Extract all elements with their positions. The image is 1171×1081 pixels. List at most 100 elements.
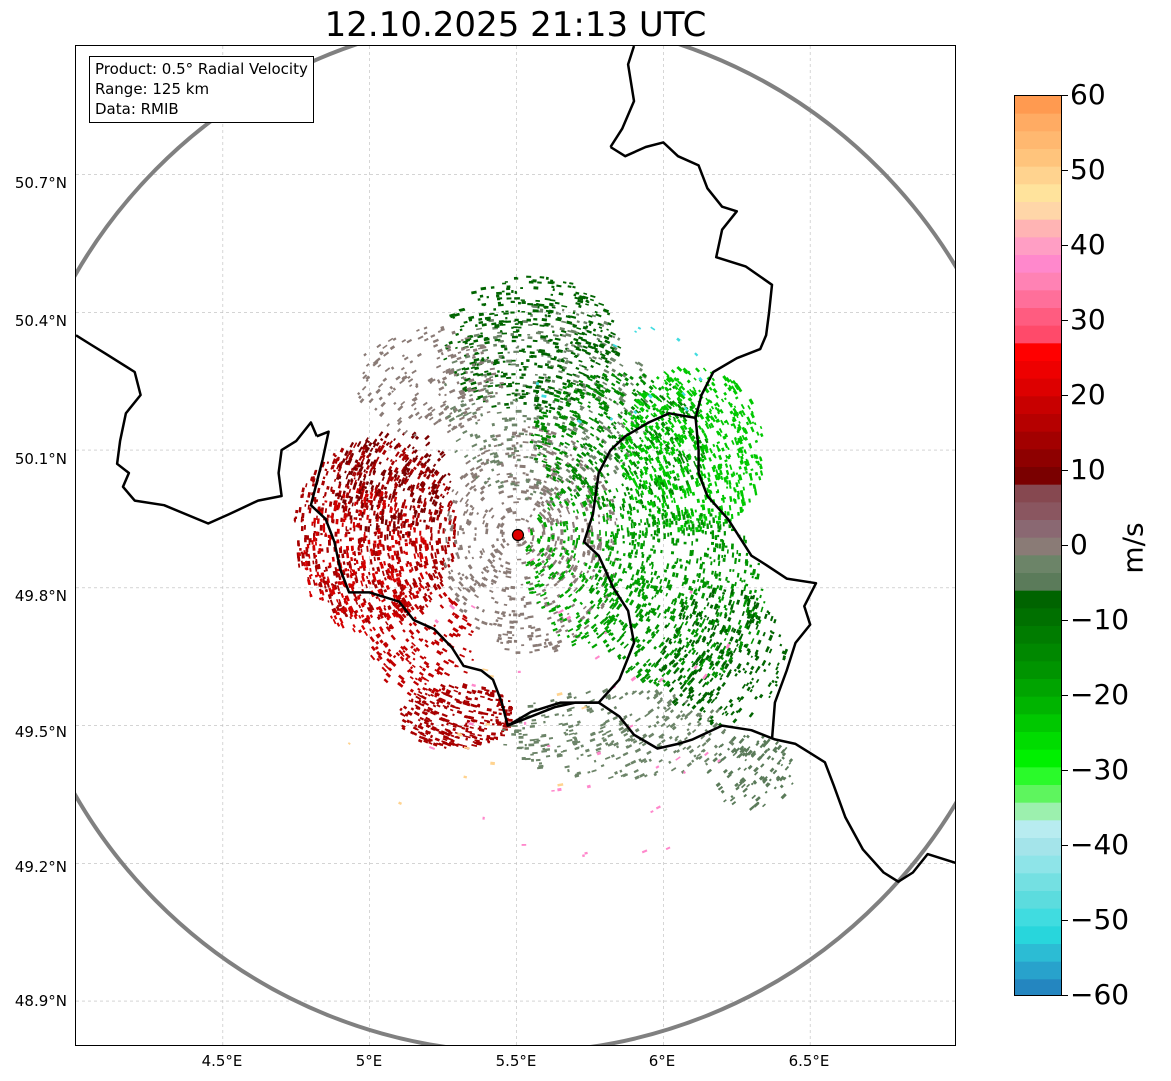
echo-pixel [331, 556, 335, 562]
echo-pixel [432, 572, 437, 579]
echo-pixel [582, 605, 587, 610]
echo-pixel [553, 610, 559, 615]
echo-pixel [546, 422, 551, 427]
echo-pixel [437, 537, 442, 544]
echo-pixel [594, 349, 600, 354]
echo-pixel [374, 543, 377, 548]
echo-pixel [439, 493, 443, 497]
echo-pixel [550, 325, 554, 328]
echo-pixel [321, 480, 326, 486]
echo-pixel [380, 496, 384, 502]
echo-pixel [430, 473, 436, 478]
echo-pixel [511, 433, 517, 436]
echo-pixel [612, 426, 617, 430]
echo-pixel [375, 640, 380, 645]
echo-pixel [352, 466, 356, 470]
echo-pixel [566, 738, 573, 743]
echo-pixel [686, 731, 692, 736]
echo-pixel [406, 443, 412, 449]
echo-pixel [370, 550, 374, 556]
echo-pixel [551, 379, 556, 383]
echo-pixel [358, 604, 362, 609]
echo-pixel [424, 643, 429, 648]
echo-pixel [408, 458, 413, 463]
echo-pixel [352, 551, 355, 556]
echo-pixel [663, 577, 668, 582]
echo-pixel [624, 476, 628, 480]
radar-map[interactable] [75, 45, 956, 1046]
echo-pixel [600, 602, 606, 608]
echo-pixel [413, 449, 418, 454]
echo-pixel [646, 696, 651, 701]
echo-pixel [521, 373, 526, 376]
echo-pixel [422, 500, 427, 507]
echo-pixel [342, 561, 346, 565]
echo-pixel [468, 710, 474, 713]
echo-pixel [665, 524, 668, 527]
echo-pixel [580, 753, 584, 757]
echo-pixel [358, 522, 361, 529]
echo-pixel [518, 333, 522, 337]
echo-pixel [537, 643, 542, 647]
echo-pixel [543, 596, 548, 601]
echo-pixel [390, 460, 396, 466]
echo-pixel [408, 629, 415, 636]
echo-pixel [712, 388, 718, 394]
echo-pixel [410, 707, 415, 711]
echo-pixel [336, 463, 340, 470]
echo-pixel [427, 486, 431, 490]
echo-pixel [564, 765, 570, 769]
echo-pixel [514, 393, 518, 397]
echo-pixel [369, 548, 373, 552]
echo-pixel [397, 478, 402, 484]
echo-pixel [612, 495, 617, 499]
echo-pixel [403, 550, 406, 554]
echo-pixel [522, 733, 528, 736]
echo-pixel [419, 469, 424, 474]
echo-pixel [357, 464, 361, 468]
echo-pixel [447, 563, 451, 568]
echo-pixel [559, 538, 564, 545]
echo-pixel [348, 488, 352, 494]
echo-pixel [299, 547, 302, 551]
echo-pixel [383, 607, 387, 611]
echo-pixel [533, 403, 536, 407]
echo-pixel [568, 713, 573, 717]
echo-pixel [361, 454, 366, 459]
echo-pixel [461, 726, 466, 730]
echo-pixel [315, 564, 319, 570]
echo-pixel [515, 651, 521, 654]
echo-pixel [423, 564, 427, 569]
echo-pixel [463, 699, 467, 703]
echo-pixel [686, 728, 690, 732]
echo-pixel [682, 675, 687, 679]
echo-pixel [399, 707, 403, 712]
echo-pixel [380, 518, 385, 525]
echo-pixel [464, 555, 468, 560]
echo-pixel [588, 416, 595, 422]
echo-pixel [372, 467, 377, 473]
echo-pixel [529, 514, 533, 518]
echo-pixel [345, 454, 350, 461]
echo-pixel [733, 405, 737, 409]
echo-pixel [638, 522, 641, 526]
echo-pixel [438, 688, 442, 692]
echo-pixel [517, 310, 520, 313]
echo-pixel [520, 362, 524, 366]
echo-pixel [393, 504, 397, 511]
echo-pixel [497, 401, 501, 405]
echo-pixel [422, 699, 427, 704]
echo-pixel [393, 496, 398, 503]
echo-pixel [597, 569, 602, 574]
echo-pixel [724, 463, 729, 468]
echo-pixel [505, 292, 511, 296]
echo-pixel [369, 604, 374, 611]
echo-pixel [433, 483, 438, 490]
echo-pixel [691, 728, 697, 734]
echo-pixel [425, 524, 428, 530]
echo-pixel [442, 482, 446, 486]
echo-pixel [535, 299, 540, 302]
echo-pixel [353, 614, 358, 620]
echo-pixel [379, 512, 383, 515]
echo-pixel [419, 665, 423, 669]
